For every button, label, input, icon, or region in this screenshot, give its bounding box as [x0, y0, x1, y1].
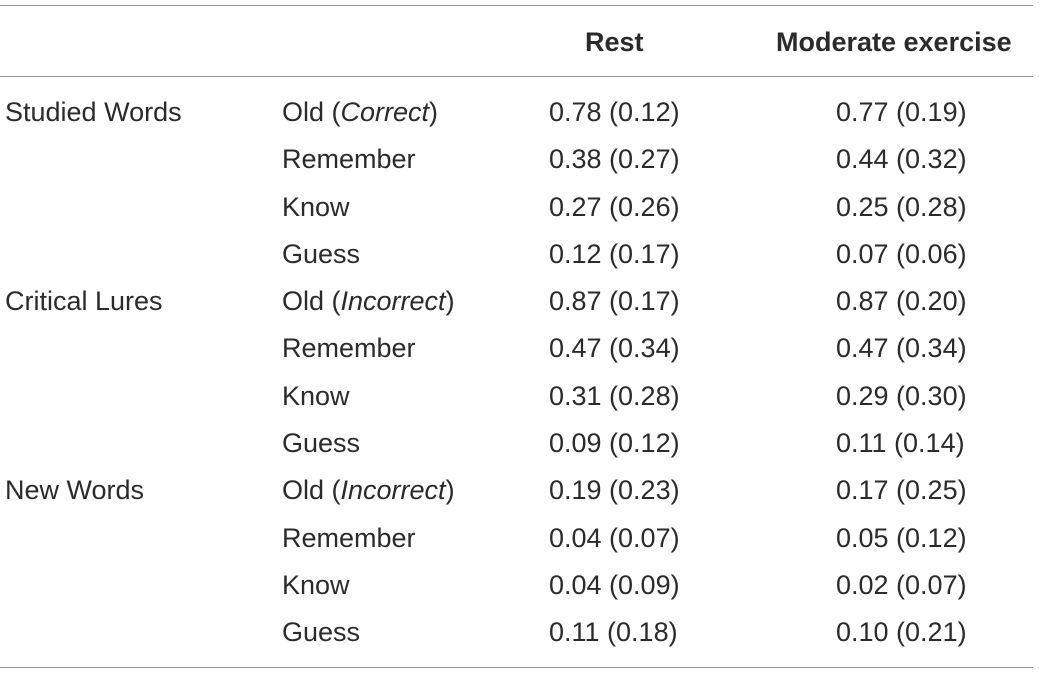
response-text: Know	[282, 569, 350, 600]
rest-value-cell: 0.87 (0.17)	[549, 286, 680, 317]
response-cell: Guess	[282, 420, 360, 466]
moderate-value-cell: 0.07 (0.06)	[836, 238, 967, 269]
moderate-value-cell: 0.47 (0.34)	[836, 333, 967, 364]
response-text: Remember	[282, 522, 416, 553]
response-close: )	[429, 97, 439, 127]
rest-value-cell: 0.12 (0.17)	[549, 238, 680, 269]
response-cell: Old (Correct)	[282, 89, 438, 135]
header-moderate-exercise: Moderate exercise	[776, 27, 1012, 57]
top-rule	[0, 5, 1033, 6]
rest-value-cell: 0.04 (0.09)	[549, 569, 680, 600]
moderate-value-cell: 0.44 (0.32)	[836, 144, 967, 175]
rest-value-cell: 0.47 (0.34)	[549, 333, 680, 364]
rest-value-cell: 0.31 (0.28)	[549, 380, 680, 411]
table-row: Remember 0.47 (0.34) 0.47 (0.34)	[0, 325, 1033, 372]
table-row: Remember 0.04 (0.07) 0.05 (0.12)	[0, 515, 1033, 562]
moderate-value-cell: 0.77 (0.19)	[836, 97, 967, 127]
table-body: Studied Words Old (Correct) 0.78 (0.12) 0.7…	[0, 89, 1033, 657]
rest-value-cell: 0.19 (0.23)	[549, 475, 680, 506]
response-text: Remember	[282, 333, 416, 364]
response-cell: Remember	[282, 136, 416, 182]
header-rest: Rest	[585, 27, 644, 57]
response-text: Know	[282, 380, 350, 411]
response-text: Old (	[282, 97, 341, 127]
response-text: Guess	[282, 428, 361, 459]
table-row: Guess 0.12 (0.17) 0.07 (0.06)	[0, 231, 1033, 278]
moderate-value-cell: 0.25 (0.28)	[836, 191, 967, 222]
response-cell: Remember	[282, 515, 416, 561]
response-text: Remember	[282, 144, 416, 175]
group-cell: Studied Words	[5, 97, 182, 127]
response-qualifier: Incorrect	[340, 475, 446, 506]
table-row: Know 0.31 (0.28) 0.29 (0.30)	[0, 373, 1033, 420]
response-cell: Guess	[282, 231, 360, 277]
response-qualifier: Correct	[340, 97, 430, 127]
response-cell: Guess	[282, 609, 360, 655]
moderate-value-cell: 0.87 (0.20)	[836, 286, 967, 317]
response-cell: Remember	[282, 325, 416, 371]
table-row: Remember 0.38 (0.27) 0.44 (0.32)	[0, 136, 1033, 183]
bottom-rule	[0, 667, 1033, 668]
response-cell: Know	[282, 562, 350, 608]
table-row: Critical Lures Old (Incorrect) 0.87 (0.17)…	[0, 278, 1033, 325]
response-text: Old (	[282, 286, 341, 317]
moderate-value-cell: 0.17 (0.25)	[836, 475, 967, 506]
response-cell: Know	[282, 373, 350, 419]
response-text: Guess	[282, 238, 361, 269]
table-header-row: Rest Moderate exercise	[0, 22, 1033, 62]
group-cell: Critical Lures	[5, 286, 163, 317]
table-row: Guess 0.11 (0.18) 0.10 (0.21)	[0, 609, 1033, 656]
response-text: Guess	[282, 617, 361, 648]
rest-value-cell: 0.11 (0.18)	[549, 617, 678, 648]
moderate-value-cell: 0.02 (0.07)	[836, 569, 967, 600]
rest-value-cell: 0.09 (0.12)	[549, 428, 680, 459]
rest-value-cell: 0.38 (0.27)	[549, 144, 680, 175]
table-row: Know 0.27 (0.26) 0.25 (0.28)	[0, 184, 1033, 231]
rest-value-cell: 0.04 (0.07)	[549, 522, 680, 553]
table-row: Know 0.04 (0.09) 0.02 (0.07)	[0, 562, 1033, 609]
group-cell: New Words	[5, 475, 145, 506]
response-cell: Know	[282, 184, 350, 230]
table-row: Guess 0.09 (0.12) 0.11 (0.14)	[0, 420, 1033, 467]
moderate-value-cell: 0.10 (0.21)	[836, 617, 967, 648]
response-close: )	[445, 475, 455, 506]
response-cell: Old (Incorrect)	[282, 467, 455, 513]
table-row: New Words Old (Incorrect) 0.19 (0.23) 0.17 …	[0, 467, 1033, 514]
response-close: )	[445, 286, 455, 317]
response-qualifier: Incorrect	[340, 286, 446, 317]
rest-value-cell: 0.78 (0.12)	[549, 97, 680, 127]
rest-value-cell: 0.27 (0.26)	[549, 191, 680, 222]
response-text: Know	[282, 191, 350, 222]
moderate-value-cell: 0.29 (0.30)	[836, 380, 967, 411]
table-row: Studied Words Old (Correct) 0.78 (0.12) 0.7…	[0, 89, 1033, 136]
moderate-value-cell: 0.05 (0.12)	[836, 522, 967, 553]
response-text: Old (	[282, 475, 341, 506]
header-rule	[0, 76, 1033, 77]
response-cell: Old (Incorrect)	[282, 278, 455, 324]
moderate-value-cell: 0.11 (0.14)	[836, 428, 965, 459]
